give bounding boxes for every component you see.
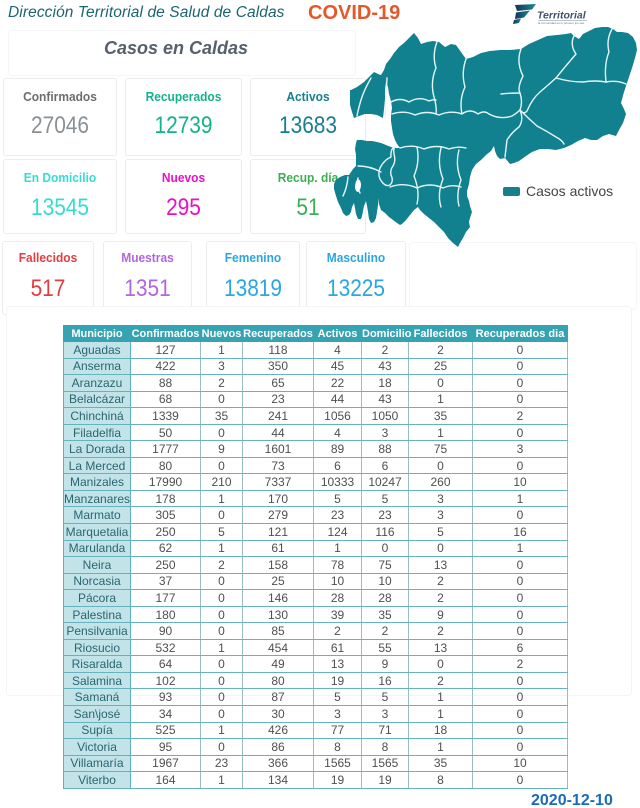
svg-text:Territorial: Territorial <box>537 10 587 22</box>
svg-text:la comunidad es lo primero ips: la comunidad es lo primero ips sas <box>538 21 585 25</box>
